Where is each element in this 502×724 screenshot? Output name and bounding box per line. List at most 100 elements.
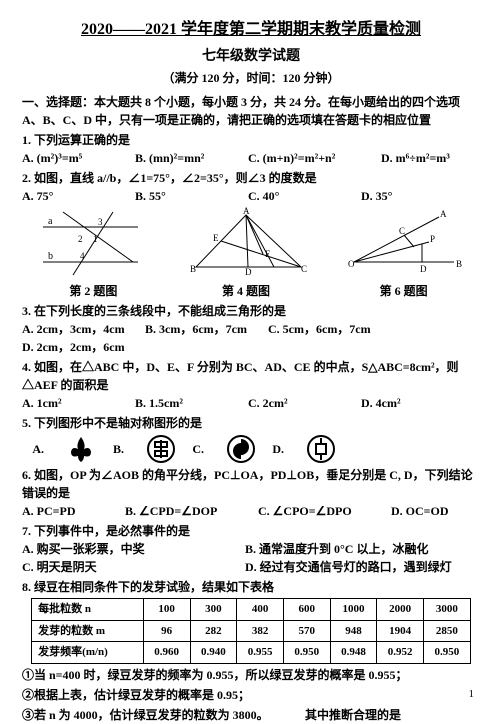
q8-s3a: ③若 n 为 4000，估计绿豆发芽的粒数为 3800。 — [22, 706, 302, 724]
svg-text:a: a — [48, 216, 53, 227]
svg-text:D: D — [420, 264, 427, 274]
fig4: A B C D E F 第 4 题图 — [181, 207, 311, 300]
q8-s2: ②根据上表，估计绿豆发芽的概率是 0.95； — [22, 686, 480, 704]
q6-C: C. ∠CPO=∠DPO — [258, 502, 388, 520]
q4-A: A. 1cm² — [22, 394, 132, 412]
q3-C: C. 5cm，6cm，7cm — [268, 320, 388, 338]
q2-D: D. 35° — [361, 187, 392, 205]
fig6-cap: 第 6 题图 — [344, 282, 464, 300]
svg-text:F: F — [265, 249, 270, 259]
q4-opts: A. 1cm² B. 1.5cm² C. 2cm² D. 4cm² — [22, 394, 480, 412]
q7-stem: 7. 下列事件中，是必然事件的是 — [22, 522, 480, 540]
q8-table: 每批粒数 n 100 300 400 600 1000 2000 3000 发芽… — [31, 598, 471, 664]
q5-B: B. — [102, 440, 124, 458]
svg-text:b: b — [48, 251, 53, 262]
q1-B: B. (mn)²=mn² — [135, 149, 245, 167]
q7-A: A. 购买一张彩票，中奖 — [22, 540, 242, 558]
swirl-icon — [226, 434, 256, 464]
svg-text:B: B — [190, 264, 196, 274]
q6-opts: A. PC=PD B. ∠CPD=∠DOP C. ∠CPO=∠DPO D. OC… — [22, 502, 480, 520]
svg-text:E: E — [213, 233, 219, 243]
q4-stem: 4. 如图，在△ABC 中，D、E、F 分别为 BC、AD、CE 的中点，S△A… — [22, 358, 480, 394]
r2c3: 0.950 — [283, 642, 330, 664]
title-sub: 七年级数学试题 — [22, 46, 480, 67]
q5-icons: A. B. C. D. — [22, 434, 480, 464]
c6: 3000 — [424, 599, 471, 621]
r2c5: 0.952 — [377, 642, 424, 664]
q1-opts: A. (m²)³=m⁵ B. (mn)²=mn² C. (m+n)²=m²+n²… — [22, 149, 480, 167]
r2c6: 0.950 — [424, 642, 471, 664]
q1-A: A. (m²)³=m⁵ — [22, 149, 132, 167]
q8-stem: 8. 绿豆在相同条件下的发芽试验，结果如下表格 — [22, 578, 480, 596]
r1c4: 948 — [330, 620, 377, 642]
boc-icon — [306, 434, 336, 464]
c0: 100 — [143, 599, 190, 621]
q5-A: A. — [22, 440, 44, 458]
page-number: 1 — [469, 686, 475, 703]
r1c3: 570 — [283, 620, 330, 642]
fig6: O B A P C D 第 6 题图 — [344, 207, 464, 300]
th-f: 发芽频率(m/n) — [32, 642, 144, 664]
fig6-svg: O B A P C D — [344, 207, 464, 277]
svg-text:O: O — [348, 259, 355, 269]
figure-row: a b 3 1 2 4 第 2 题图 A B C D E F 第 4 题图 — [22, 207, 480, 300]
q2-C: C. 40° — [248, 187, 358, 205]
r2c2: 0.955 — [237, 642, 284, 664]
fig4-svg: A B C D E F — [181, 207, 311, 277]
q1-C: C. (m+n)²=m²+n² — [248, 149, 378, 167]
q8-s3: ③若 n 为 4000，估计绿豆发芽的粒数为 3800。 其中推断合理的是 — [22, 706, 480, 724]
r1c1: 282 — [190, 620, 237, 642]
c1: 300 — [190, 599, 237, 621]
r2c4: 0.948 — [330, 642, 377, 664]
q2-stem: 2. 如图，直线 a//b，∠1=75°，∠2=35°，则∠3 的度数是 — [22, 169, 480, 187]
q6-B: B. ∠CPD=∠DOP — [125, 502, 255, 520]
q7-B: B. 通常温度升到 0°C 以上，冰融化 — [245, 540, 428, 558]
q6-D: D. OC=OD — [391, 502, 449, 520]
title-info: （满分 120 分，时间：120 分钟） — [22, 69, 480, 87]
svg-text:A: A — [243, 207, 250, 216]
q3-A: A. 2cm，3cm，4cm — [22, 320, 142, 338]
q3-B: B. 3cm，6cm，7cm — [145, 320, 265, 338]
q7-opts: A. 购买一张彩票，中奖 B. 通常温度升到 0°C 以上，冰融化 C. 明天是… — [22, 540, 480, 576]
q4-D: D. 4cm² — [361, 394, 401, 412]
svg-text:A: A — [440, 209, 447, 219]
r1c2: 382 — [237, 620, 284, 642]
q5-D: D. — [262, 440, 284, 458]
q1-stem: 1. 下列运算正确的是 — [22, 131, 480, 149]
c2: 400 — [237, 599, 284, 621]
r1c5: 1904 — [377, 620, 424, 642]
q1-D: D. m⁶÷m²=m³ — [381, 149, 450, 167]
fig2: a b 3 1 2 4 第 2 题图 — [38, 207, 148, 300]
section1-heading: 一、选择题：本大题共 8 个小题，每小题 3 分，共 24 分。在每小题给出的四… — [22, 93, 480, 129]
fig2-svg: a b 3 1 2 4 — [38, 207, 148, 277]
q5-C: C. — [182, 440, 204, 458]
q3-D: D. 2cm，2cm，6cm — [22, 338, 125, 356]
fig4-cap: 第 4 题图 — [181, 282, 311, 300]
c5: 2000 — [377, 599, 424, 621]
q3-stem: 3. 在下列长度的三条线段中，不能组成三角形的是 — [22, 302, 480, 320]
q2-A: A. 75° — [22, 187, 132, 205]
q2-opts: A. 75° B. 55° C. 40° D. 35° — [22, 187, 480, 205]
r1c0: 96 — [143, 620, 190, 642]
q4-C: C. 2cm² — [248, 394, 358, 412]
svg-text:D: D — [245, 267, 252, 277]
title-main: 2020——2021 学年度第二学期期末教学质量检测 — [22, 18, 480, 42]
q4-B: B. 1.5cm² — [135, 394, 245, 412]
svg-text:1: 1 — [93, 234, 98, 244]
r2c0: 0.960 — [143, 642, 190, 664]
svg-text:C: C — [301, 264, 307, 274]
svg-text:P: P — [430, 234, 435, 244]
svg-text:4: 4 — [80, 251, 85, 261]
th-n: 每批粒数 n — [32, 599, 144, 621]
icbc-icon — [146, 434, 176, 464]
c4: 1000 — [330, 599, 377, 621]
fig2-cap: 第 2 题图 — [38, 282, 148, 300]
q7-D: D. 经过有交通信号灯的路口，遇到绿灯 — [245, 558, 452, 576]
svg-text:B: B — [456, 259, 462, 269]
svg-text:2: 2 — [78, 234, 83, 244]
q8-s1: ①当 n=400 时，绿豆发芽的频率为 0.955，所以绿豆发芽的概率是 0.9… — [22, 666, 480, 684]
r2c1: 0.940 — [190, 642, 237, 664]
q2-B: B. 55° — [135, 187, 245, 205]
q6-stem: 6. 如图，OP 为∠AOB 的角平分线，PC⊥OA，PD⊥OB，垂足分别是 C… — [22, 466, 480, 502]
q6-A: A. PC=PD — [22, 502, 122, 520]
